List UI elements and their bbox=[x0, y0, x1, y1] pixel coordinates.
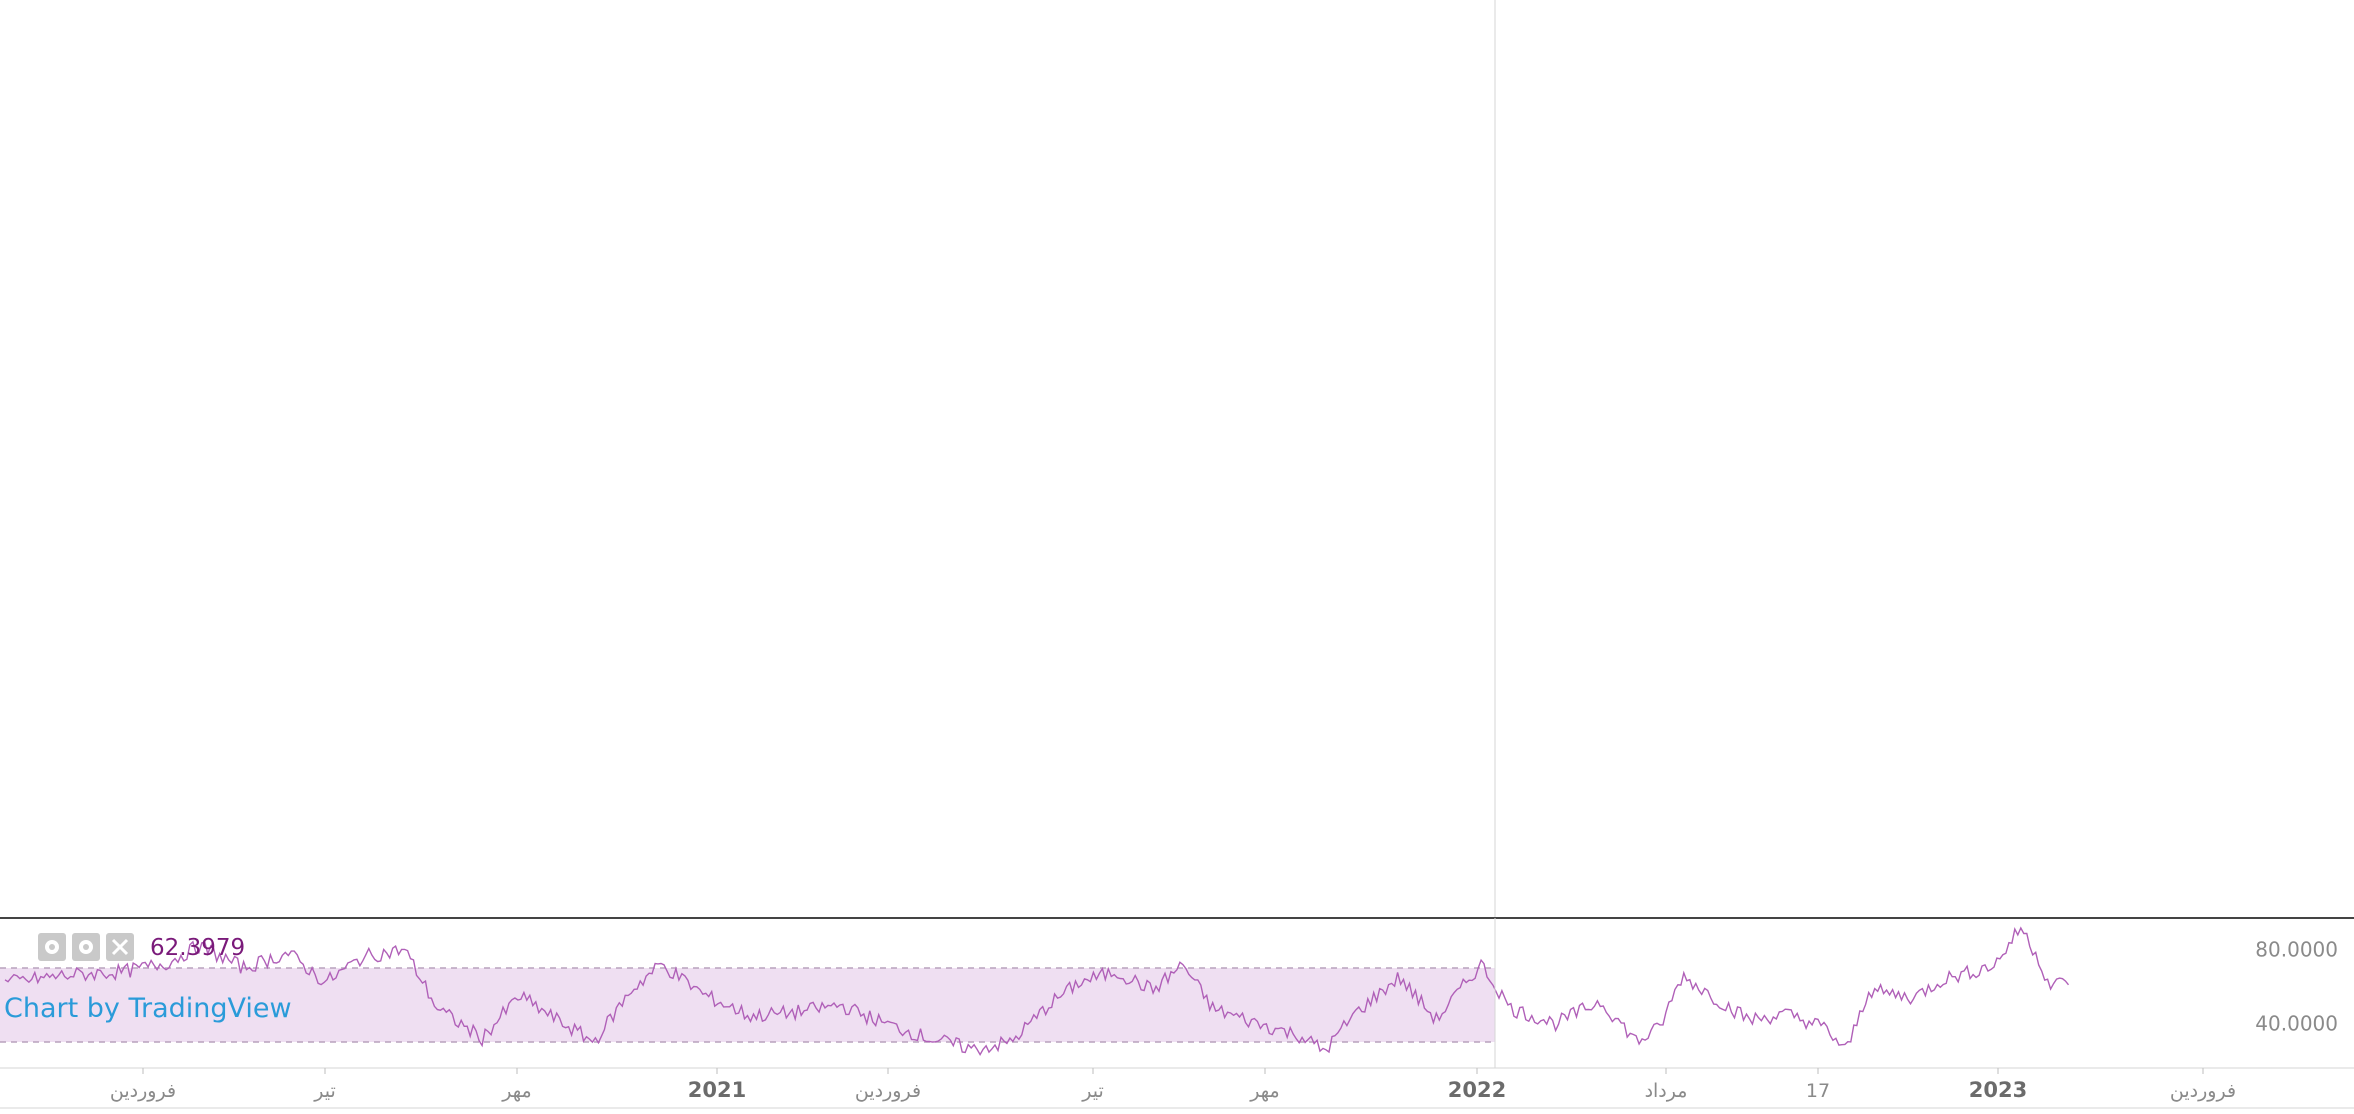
rsi-tick-label: 40.0000 bbox=[2255, 1012, 2338, 1036]
time-tick-label: تیر bbox=[1081, 1080, 1104, 1102]
visibility-icon[interactable] bbox=[38, 933, 66, 961]
time-tick-label: مهر bbox=[1249, 1080, 1279, 1102]
rsi-tick-label: 80.0000 bbox=[2255, 938, 2338, 962]
rsi-pane[interactable]: 80.0000 40.0000 bbox=[0, 917, 2354, 1068]
price-axis[interactable]: 8500.007300.006100.005300.004550.003950.… bbox=[1494, 0, 2343, 1068]
time-tick-label: مرداد bbox=[1645, 1080, 1688, 1102]
rsi-value: 62.3979 bbox=[150, 935, 245, 961]
time-tick-label: 2022 bbox=[1448, 1078, 1506, 1102]
rsi-legend: 62.3979 bbox=[38, 933, 245, 961]
time-axis[interactable]: فروردین تیر مهر 2021 فروردین تیر مهر 2022 مرداد 1… bbox=[0, 1067, 2354, 1109]
time-tick-label: فروردین bbox=[855, 1080, 921, 1102]
tradingview-watermark[interactable]: Chart by TradingView bbox=[4, 993, 292, 1024]
time-tick-label: فروردین bbox=[110, 1080, 176, 1102]
time-tick-label: 2021 bbox=[688, 1078, 746, 1102]
rsi-band bbox=[0, 968, 1495, 1042]
time-tick-label: 17 bbox=[1806, 1080, 1830, 1102]
time-tick-label: مهر bbox=[501, 1080, 531, 1102]
rsi-line bbox=[4, 926, 2070, 1057]
close-icon[interactable] bbox=[106, 933, 134, 961]
time-tick-label: 2023 bbox=[1969, 1078, 2027, 1102]
time-tick-label: فروردین bbox=[2170, 1080, 2236, 1102]
settings-icon[interactable] bbox=[72, 933, 100, 961]
time-tick-label: تیر bbox=[313, 1080, 336, 1102]
